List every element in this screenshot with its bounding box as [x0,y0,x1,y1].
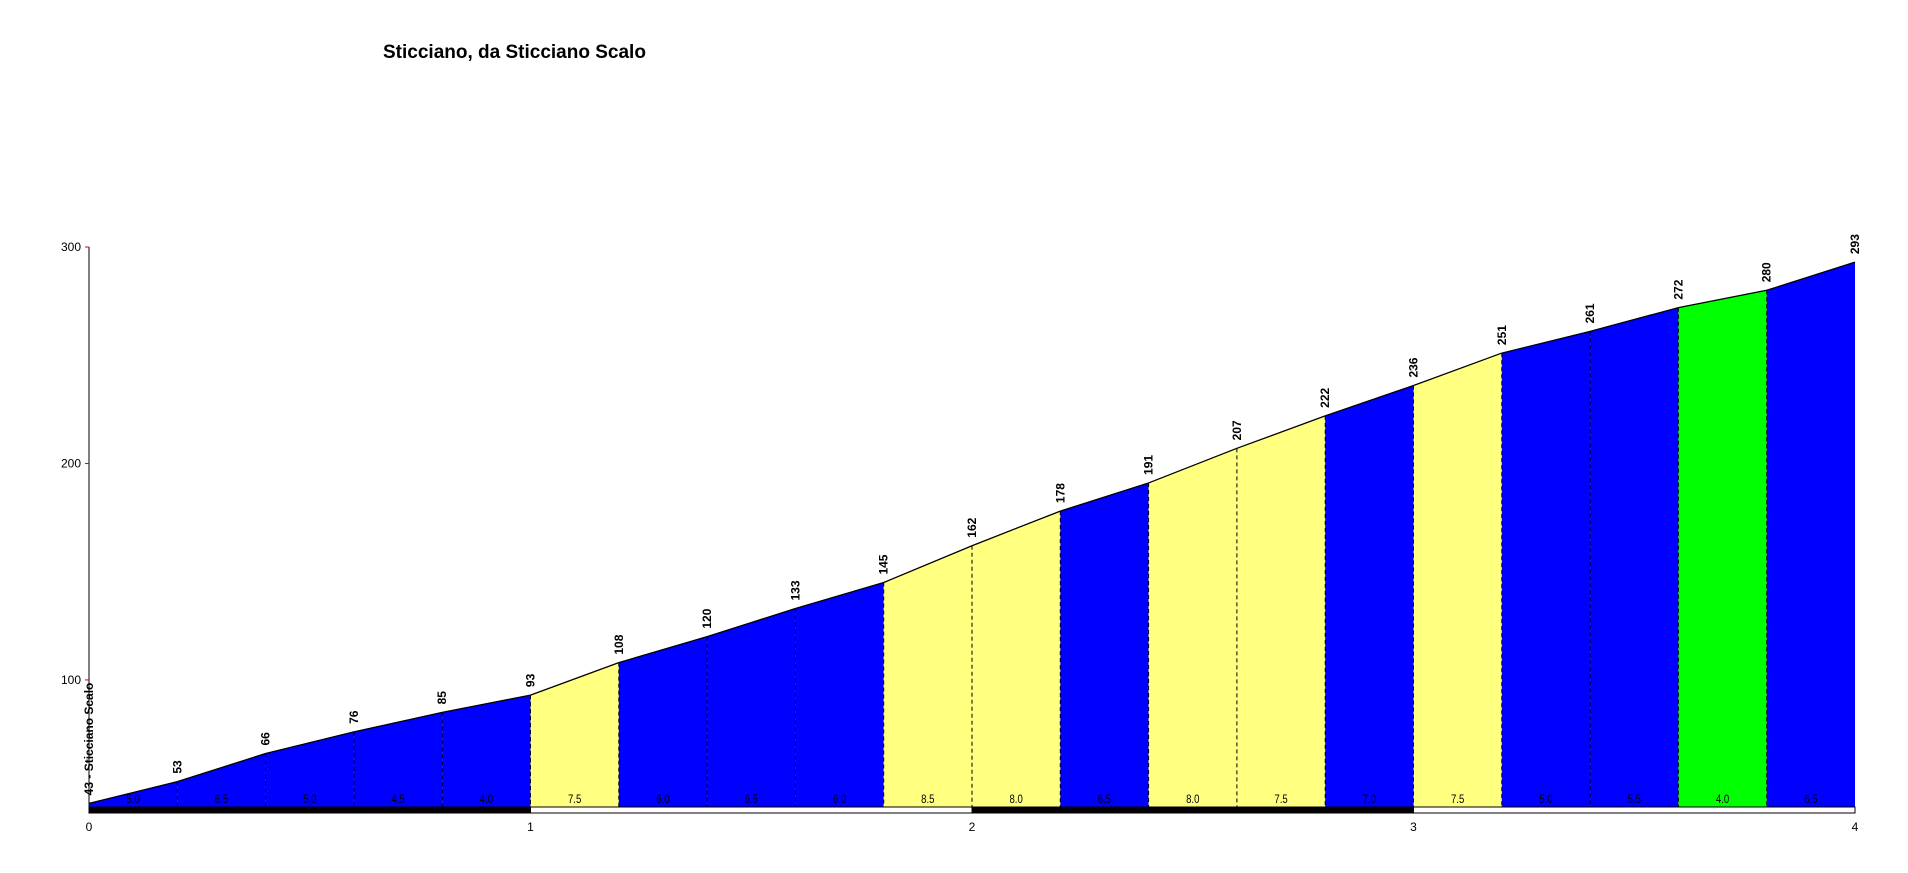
elevation-label: 133 [788,580,802,600]
gradient-label: 7.5 [1451,793,1464,806]
gradient-label: 4.0 [480,793,493,806]
profile-line [530,662,620,696]
elevation-label: 85 [435,691,449,705]
elevation-label: 272 [1671,279,1685,299]
profile-line [1324,384,1414,417]
profile-line [618,636,708,664]
gradient-label: 4.0 [1716,793,1729,806]
profile-line [88,781,178,804]
profile-line [1678,289,1767,309]
chart-title: Sticciano, da Sticciano Scalo [383,42,646,63]
profile-segment [972,511,1061,807]
gradient-label: 6.5 [1804,793,1817,806]
elevation-label: 261 [1583,303,1597,323]
elevation-label: 293 [1848,234,1862,254]
profile-segment [1060,482,1149,807]
x-tick-label: 1 [527,820,534,834]
profile-line [1501,330,1591,354]
elevation-label: 162 [965,517,979,537]
profile-segment [265,731,354,807]
gradient-label: 5.5 [1628,793,1641,806]
profile-line [1413,352,1503,387]
elevation-label: 207 [1230,420,1244,440]
profile-segment [1678,290,1767,807]
profile-segment [1501,331,1591,807]
elevation-label: 108 [612,634,626,654]
profile-segment [1325,385,1414,807]
gradient-label: 7.5 [1274,793,1287,806]
elevation-label: 120 [700,608,714,628]
elevation-label: 251 [1495,325,1509,345]
profile-segment [795,582,884,807]
km-strip [530,806,973,814]
profile-line [1148,447,1238,484]
gradient-label: 6.0 [833,793,846,806]
gradient-label: 6.5 [215,793,228,806]
y-tick-label: 300 [61,240,81,254]
elevation-label: 53 [170,760,184,774]
elevation-label: 222 [1318,387,1332,407]
profile-segment [1590,307,1679,807]
km-strip [88,806,531,814]
profile-segment [1148,448,1237,807]
profile-line [706,607,796,638]
gradient-label: 6.0 [656,793,669,806]
profile-line [1060,482,1149,512]
profile-segment [177,753,266,807]
elevation-label: 191 [1142,455,1156,475]
profile-line [1766,261,1856,291]
profile-line [442,694,531,714]
gradient-label: 6.5 [1098,793,1111,806]
profile-segment [530,662,619,807]
gradient-label: 5.0 [126,793,139,806]
elevation-label: 145 [877,554,891,574]
profile-line [883,545,973,584]
km-strip [1413,806,1856,814]
km-strip [971,806,1414,814]
gradient-label: 6.5 [745,793,758,806]
profile-line [971,510,1061,547]
elevation-label: 280 [1760,262,1774,282]
profile-segment [353,712,443,807]
profile-segment [618,636,708,807]
profile-line [265,731,355,755]
gradient-label: 8.0 [1186,793,1199,806]
profile-line [353,711,443,733]
profile-line [795,581,884,610]
gradient-label: 7.0 [1363,793,1376,806]
profile-segment [442,695,531,807]
x-tick-label: 0 [86,820,93,834]
gradient-label: 4.5 [391,793,404,806]
profile-segment [883,545,972,807]
profile-line [1236,415,1326,449]
gradient-label: 8.5 [921,793,934,806]
gradient-label: 5.0 [1539,793,1552,806]
x-tick-label: 4 [1852,820,1859,834]
start-label: 43 - Sticciano Scalo [82,683,96,796]
profile-segment [89,781,178,807]
profile-line [177,752,266,783]
profile-segment [707,608,796,807]
profile-line [1589,306,1679,333]
y-tick-label: 100 [61,673,81,687]
elevation-label: 178 [1053,483,1067,503]
elevation-label: 66 [259,732,273,746]
x-tick-label: 2 [969,820,976,834]
profile-segment [1413,353,1502,807]
elevation-label: 236 [1407,357,1421,377]
gradient-label: 5.0 [303,793,316,806]
profile-segment [1236,415,1326,807]
elevation-label: 93 [524,673,538,687]
profile-segment [1766,262,1855,807]
y-tick-label: 200 [61,456,81,470]
x-tick-label: 3 [1410,820,1417,834]
gradient-label: 8.0 [1009,793,1022,806]
elevation-label: 76 [347,710,361,724]
gradient-label: 7.5 [568,793,581,806]
